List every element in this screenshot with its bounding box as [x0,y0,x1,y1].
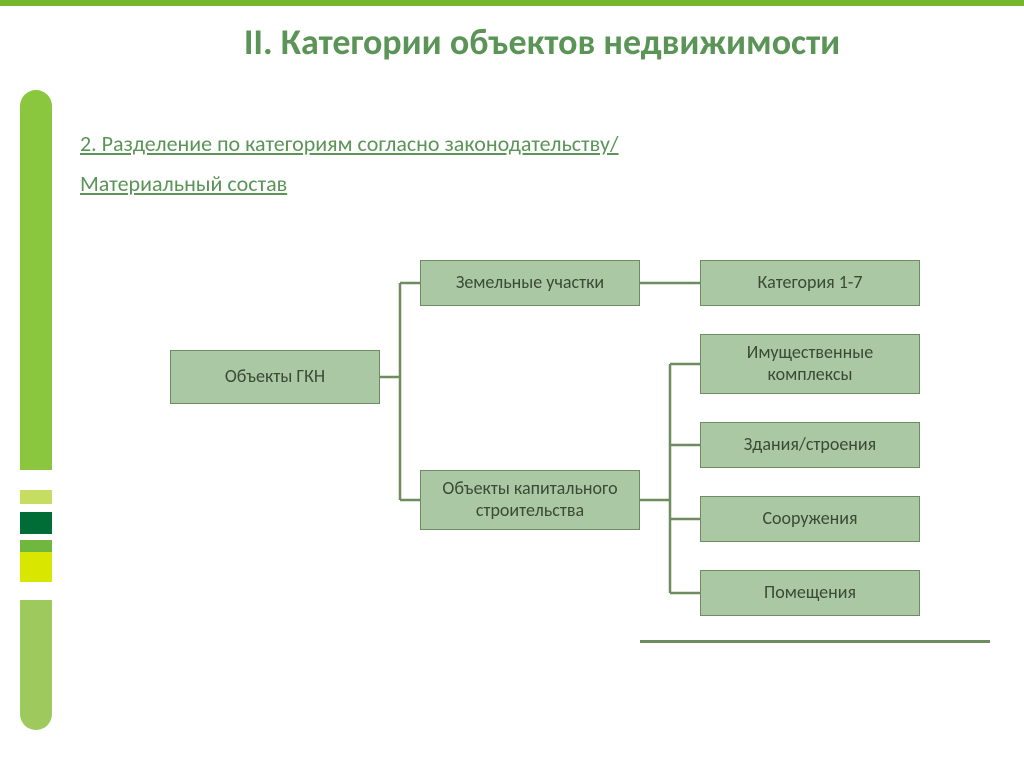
strip-segment [20,582,52,600]
bottom-divider [640,640,990,643]
subtitle-line-1: 2. Разделение по категориям согласно зак… [80,130,619,157]
strip-segment [20,512,52,534]
subtitle-line-2: Материальный состав [80,170,287,197]
strip-segment [20,600,52,730]
node-cap: Объекты капитального строительства [420,470,640,530]
tree-diagram: Объекты ГКН Земельные участки Объекты капи… [80,220,1000,740]
node-land: Земельные участки [420,260,640,306]
strip-segment [20,540,52,552]
node-root: Объекты ГКН [170,350,380,404]
strip-segment [20,90,52,470]
slide: II. Категории объектов недвижимости 2. Р… [0,0,1024,768]
strip-segment [20,552,52,582]
strip-segment [20,490,52,504]
slide-title: II. Категории объектов недвижимости [80,20,1004,64]
strip-segment [20,504,52,512]
node-soor: Сооружения [700,496,920,542]
top-border [0,0,1024,6]
node-zdan: Здания/строения [700,422,920,468]
left-decorative-strip [20,90,52,730]
node-komp: Имущественные комплексы [700,334,920,394]
node-pom: Помещения [700,570,920,616]
strip-segment [20,470,52,490]
node-cat: Категория 1-7 [700,260,920,306]
